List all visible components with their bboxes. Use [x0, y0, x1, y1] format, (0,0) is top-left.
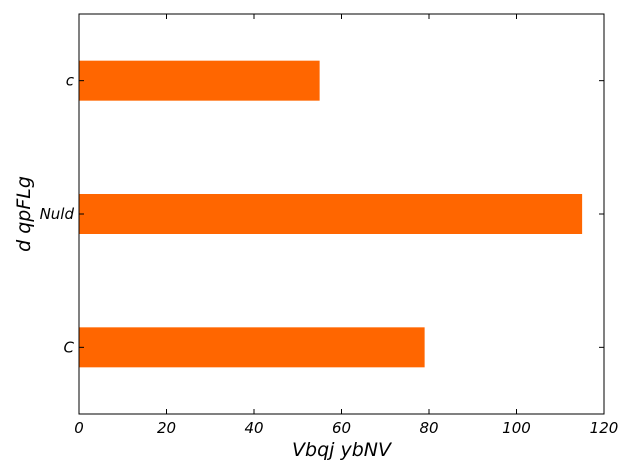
- bar-c: [79, 327, 425, 368]
- y-tick-label: C: [64, 338, 75, 356]
- x-tick-label: 100: [502, 419, 531, 437]
- x-tick-label: 0: [74, 419, 84, 437]
- x-tick-label: 120: [590, 419, 619, 437]
- x-tick-label: 40: [244, 419, 263, 437]
- y-axis-label: d qpFLg: [13, 176, 35, 252]
- x-axis-label: Vbqj ybNV: [292, 439, 393, 461]
- bars: [79, 60, 583, 368]
- bar-nuld: [79, 194, 583, 234]
- x-tick-label: 20: [157, 419, 176, 437]
- x-tick-label: 80: [419, 419, 438, 437]
- y-tick-label: c: [66, 72, 75, 90]
- bar-c: [79, 60, 320, 101]
- tick-labels: 0 20 40 60 80 100 120 C Nuld c: [40, 72, 619, 437]
- x-tick-label: 60: [332, 419, 351, 437]
- plot-frame: [78, 13, 605, 415]
- y-tick-label: Nuld: [40, 205, 75, 223]
